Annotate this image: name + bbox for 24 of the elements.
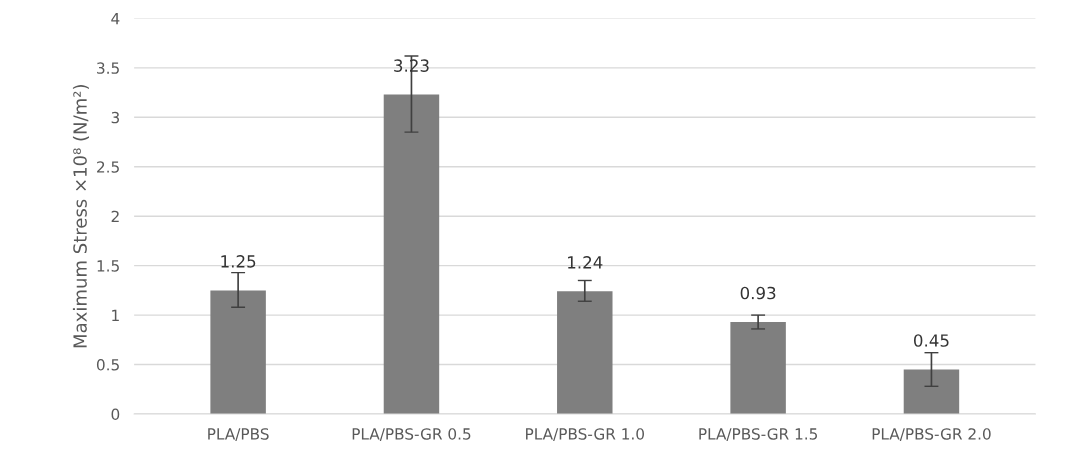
x-tick-label: PLA/PBS-GR 1.0 [526, 428, 644, 441]
data-label: 1.24 [568, 256, 603, 269]
y-tick-label: 2 [111, 210, 119, 222]
bar [557, 291, 613, 414]
y-tick-label: 1.5 [97, 260, 119, 272]
x-tick-label: PLA/PBS-GR 2.0 [872, 428, 991, 441]
y-tick-label: 1 [112, 309, 119, 321]
y-tick-label: 3.5 [97, 62, 119, 74]
y-tick-label: 2.5 [97, 161, 119, 173]
y-tick-label: 4 [111, 13, 120, 25]
bar [730, 322, 786, 414]
x-tick-label: PLA/PBS-GR 0.5 [352, 428, 471, 441]
data-label: 1.25 [221, 255, 256, 268]
bar [903, 369, 960, 414]
bar [210, 290, 266, 414]
y-tick-label: 3 [111, 111, 120, 124]
x-tick-label: PLA/PBS [208, 428, 269, 441]
x-tick-label: PLA/PBS-GR 1.5 [699, 428, 818, 441]
data-label: 0.45 [913, 334, 949, 347]
data-label: 0.93 [740, 286, 776, 300]
y-tick-label: 0 [111, 408, 120, 421]
bar [383, 94, 440, 414]
y-axis-title: Maximum Stress ×10⁸ (N/m²) [72, 85, 90, 348]
y-tick-label: 0.5 [96, 359, 119, 371]
